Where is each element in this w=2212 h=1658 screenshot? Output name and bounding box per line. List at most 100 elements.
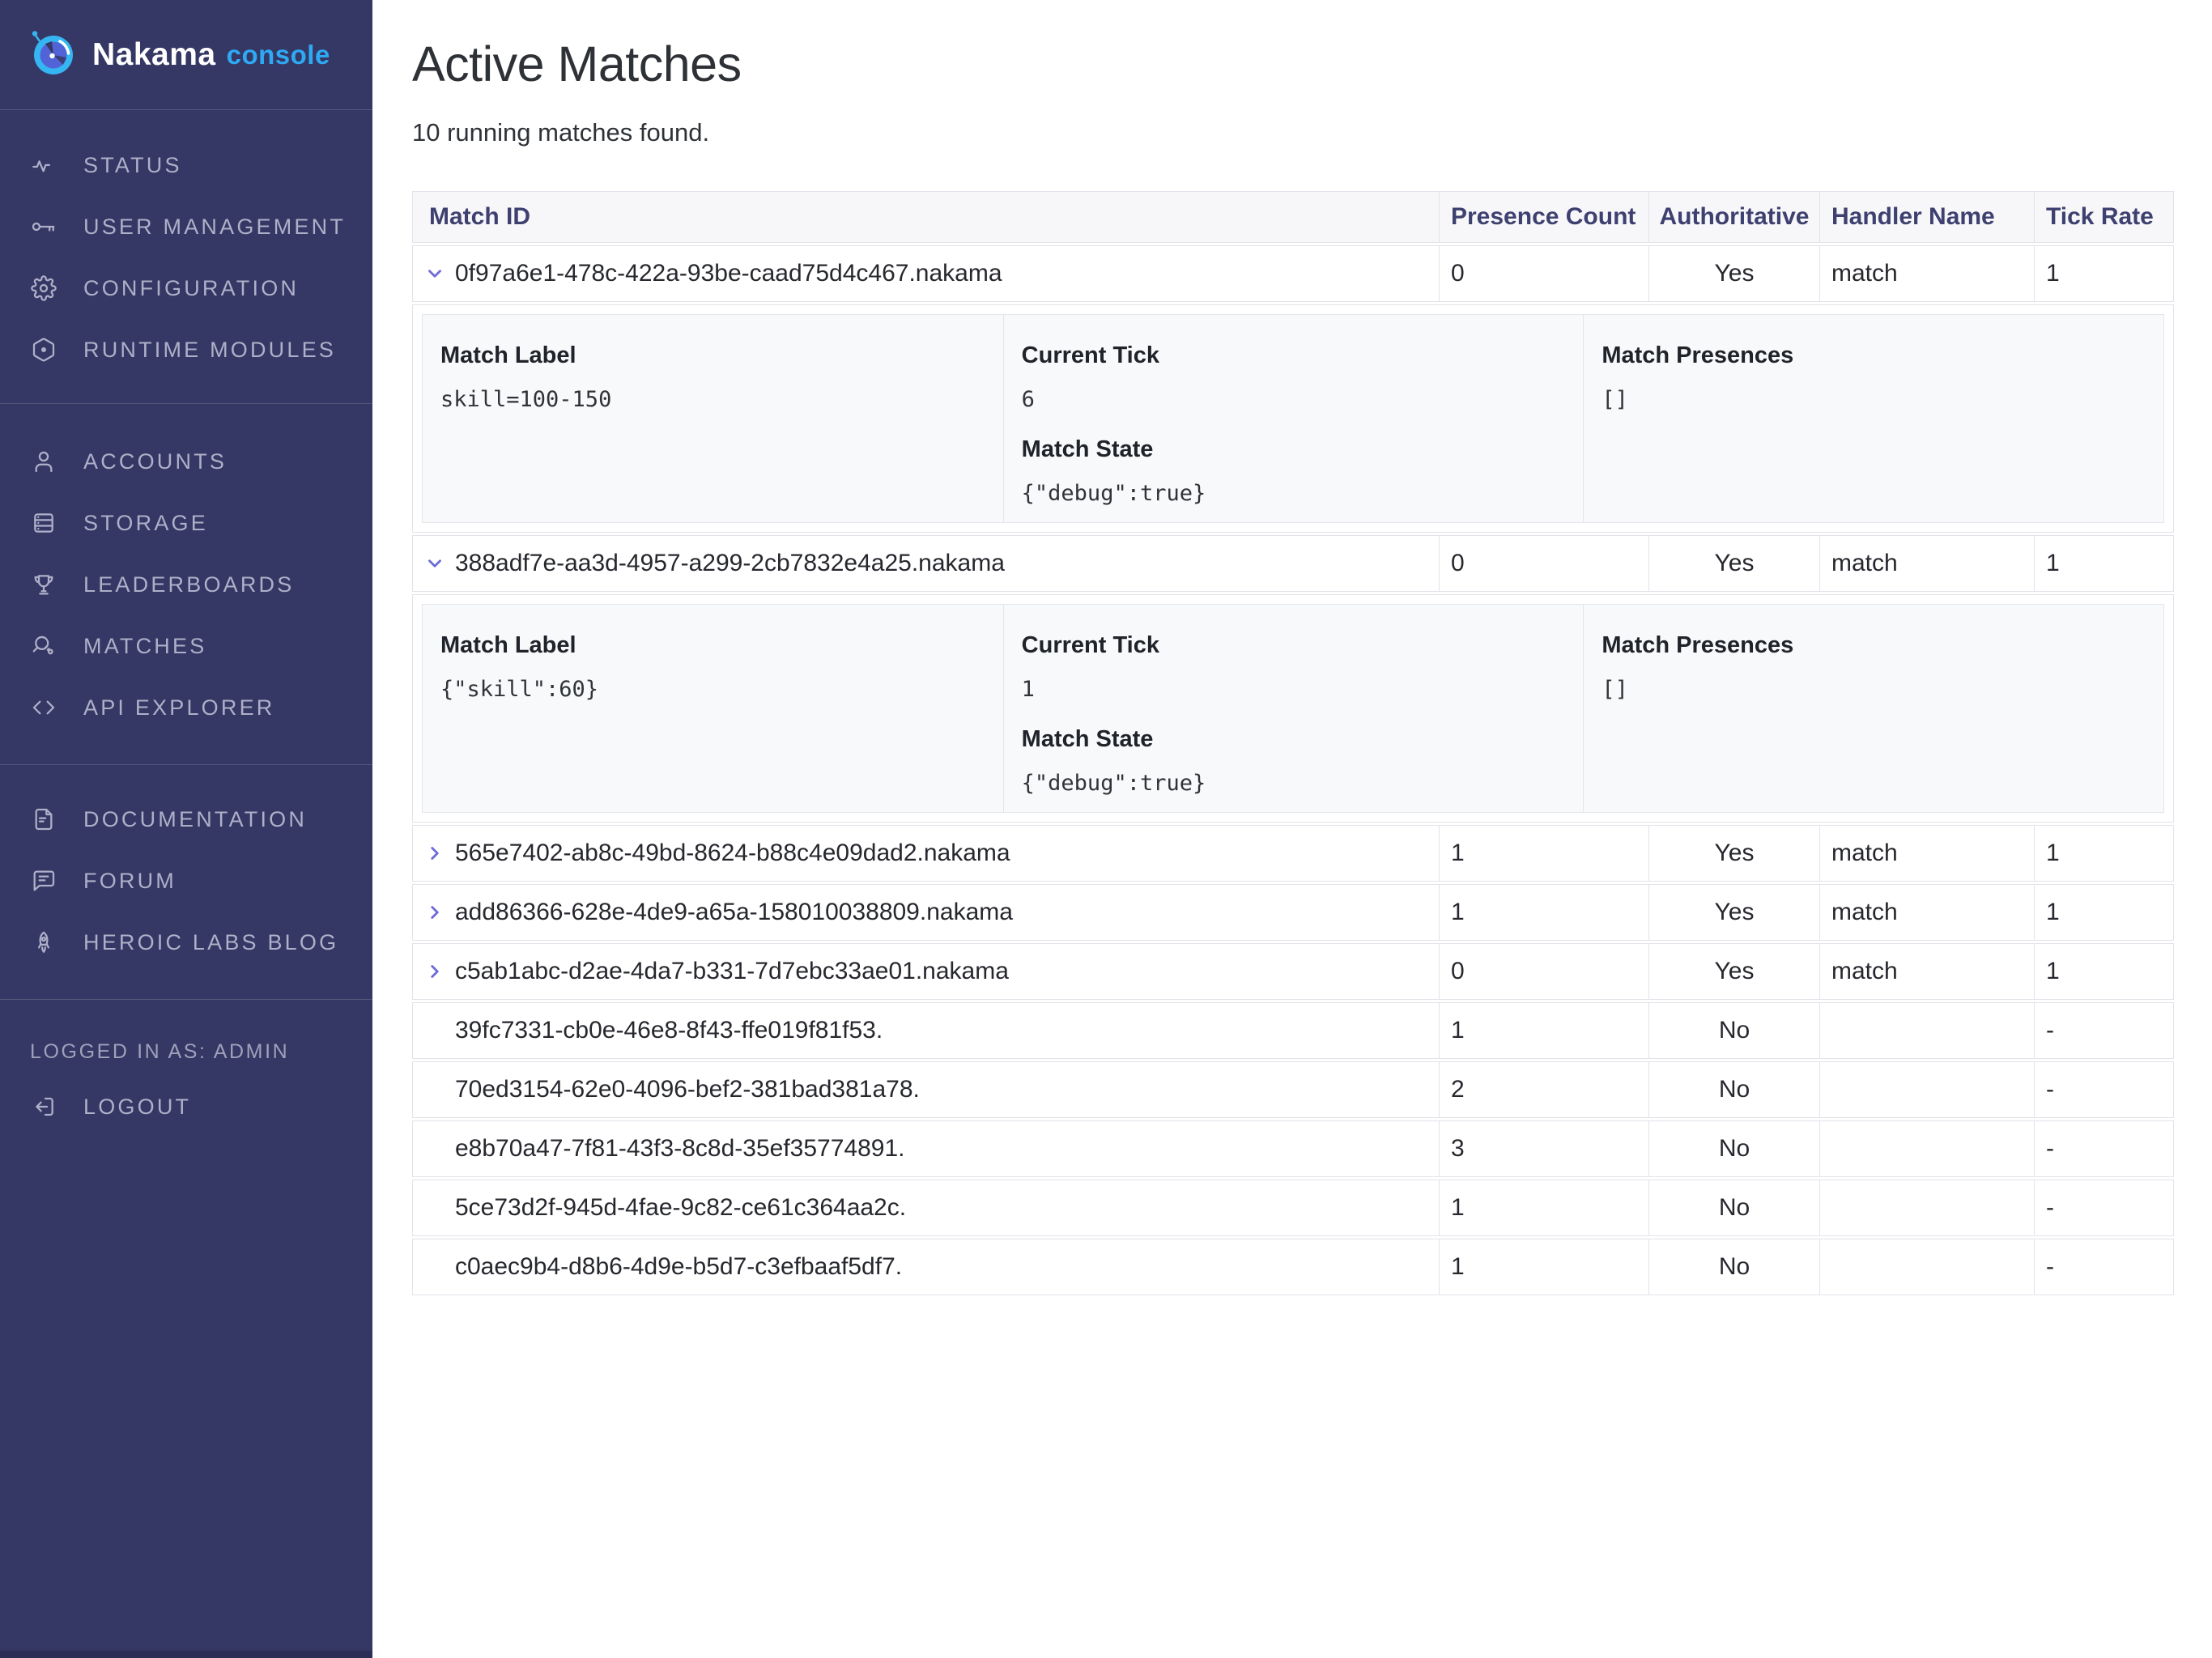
chevron-right-icon[interactable] (424, 843, 455, 864)
page-title: Active Matches (412, 36, 742, 91)
sidebar-item-matches[interactable]: MATCHES (0, 615, 372, 677)
match-label-section: Match Label skill=100-150 (423, 315, 1003, 522)
paddle-icon (31, 633, 57, 659)
table-row: e8b70a47-7f81-43f3-8c8d-35ef35774891. 3 No… (412, 1120, 2174, 1177)
table-row: 70ed3154-62e0-4096-bef2-381bad381a78. 2 No… (412, 1061, 2174, 1118)
sidebar-item-label: LEADERBOARDS (83, 572, 295, 597)
current-tick-value: 1 (1021, 677, 1035, 702)
match-presences-section: Match Presences [] (1583, 605, 2163, 812)
chevron-down-icon[interactable] (424, 263, 455, 284)
match-state-value: {"debug":true} (1021, 481, 1206, 506)
sidebar-item-logout[interactable]: LOGOUT (0, 1076, 372, 1137)
match-id-cell: add86366-628e-4de9-a65a-158010038809.nak… (412, 884, 1440, 941)
table-row[interactable]: 0f97a6e1-478c-422a-93be-caad75d4c467.nak… (412, 245, 2174, 302)
match-label-section: Match Label {"skill":60} (423, 605, 1003, 812)
match-label-value: skill=100-150 (440, 387, 612, 412)
current-tick-value: 6 (1021, 387, 1035, 412)
table-row: 39fc7331-cb0e-46e8-8f43-ffe019f81f53. 1 No… (412, 1002, 2174, 1059)
sidebar-item-configuration[interactable]: CONFIGURATION (0, 257, 372, 319)
authoritative-cell: No (1649, 1239, 1820, 1295)
match-id-cell: 0f97a6e1-478c-422a-93be-caad75d4c467.nak… (412, 245, 1440, 302)
presence-count-cell: 0 (1440, 245, 1649, 302)
match-label-title: Match Label (440, 632, 576, 658)
column-header-handler: Handler Name (1820, 191, 2035, 243)
table-row: c0aec9b4-d8b6-4d9e-b5d7-c3efbaaf5df7. 1 No… (412, 1239, 2174, 1295)
column-header-matchid: Match ID (412, 191, 1440, 243)
sidebar-item-label: FORUM (83, 868, 177, 893)
sidebar-item-user-management[interactable]: USER MANAGEMENT (0, 196, 372, 257)
tick-rate-cell: - (2035, 1180, 2174, 1236)
column-header-presence: Presence Count (1440, 191, 1649, 243)
presence-count-cell: 1 (1440, 884, 1649, 941)
match-id-text: c5ab1abc-d2ae-4da7-b331-7d7ebc33ae01.nak… (455, 958, 1009, 984)
active-matches-table: Match ID Presence Count Authoritative Handl… (412, 191, 2174, 1295)
sidebar-item-leaderboards[interactable]: LEADERBOARDS (0, 554, 372, 615)
sidebar-item-label: API EXPLORER (83, 695, 275, 720)
table-row[interactable]: 388adf7e-aa3d-4957-a299-2cb7832e4a25.nak… (412, 535, 2174, 592)
presence-count-cell: 1 (1440, 1002, 1649, 1059)
authoritative-cell: Yes (1649, 884, 1820, 941)
column-header-tick: Tick Rate (2035, 191, 2174, 243)
sidebar-item-label: HEROIC LABS BLOG (83, 929, 339, 954)
handler-name-cell: match (1820, 535, 2035, 592)
logo-name: Nakama (92, 36, 216, 72)
handler-name-cell (1820, 1002, 2035, 1059)
match-id-text: 5ce73d2f-945d-4fae-9c82-ce61c364aa2c. (455, 1194, 907, 1221)
match-detail-row: Match Label {"skill":60} Current Tick 1 … (412, 594, 2174, 823)
trophy-icon (31, 572, 57, 597)
match-detail-row: Match Label skill=100-150 Current Tick 6… (412, 304, 2174, 533)
tick-rate-cell: 1 (2035, 943, 2174, 1000)
handler-name-cell: match (1820, 943, 2035, 1000)
tick-rate-cell: 1 (2035, 245, 2174, 302)
handler-name-cell: match (1820, 245, 2035, 302)
sidebar-item-storage[interactable]: STORAGE (0, 492, 372, 554)
current-tick-title: Current Tick (1021, 632, 1159, 658)
match-label-value: {"skill":60} (440, 677, 599, 702)
match-detail-panel: Match Label skill=100-150 Current Tick 6… (422, 314, 2164, 523)
handler-name-cell: match (1820, 884, 2035, 941)
authoritative-cell: Yes (1649, 825, 1820, 882)
match-id-text: 70ed3154-62e0-4096-bef2-381bad381a78. (455, 1076, 920, 1103)
table-row[interactable]: 565e7402-ab8c-49bd-8624-b88c4e09dad2.nak… (412, 825, 2174, 882)
current-tick-title: Current Tick (1021, 342, 1159, 368)
chevron-down-icon[interactable] (424, 553, 455, 574)
table-row[interactable]: add86366-628e-4de9-a65a-158010038809.nak… (412, 884, 2174, 941)
chevron-right-icon[interactable] (424, 902, 455, 923)
sidebar-item-status[interactable]: STATUS (0, 134, 372, 196)
sidebar-item-heroic-labs-blog[interactable]: HEROIC LABS BLOG (0, 912, 372, 973)
match-state-title: Match State (1021, 436, 1154, 462)
sidebar-item-accounts[interactable]: ACCOUNTS (0, 431, 372, 492)
chevron-right-icon[interactable] (424, 961, 455, 982)
sidebar-nav: STATUS USER MANAGEMENT CONFIGURATION RUNTIM… (0, 110, 372, 1137)
table-row[interactable]: c5ab1abc-d2ae-4da7-b331-7d7ebc33ae01.nak… (412, 943, 2174, 1000)
match-detail-panel: Match Label {"skill":60} Current Tick 1 … (422, 604, 2164, 813)
match-id-cell: c5ab1abc-d2ae-4da7-b331-7d7ebc33ae01.nak… (412, 943, 1440, 1000)
sidebar-item-runtime-modules[interactable]: RUNTIME MODULES (0, 319, 372, 380)
presence-count-cell: 2 (1440, 1061, 1649, 1118)
activity-icon (31, 152, 57, 178)
key-icon (31, 214, 57, 240)
match-id-cell: 39fc7331-cb0e-46e8-8f43-ffe019f81f53. (412, 1002, 1440, 1059)
match-id-text: add86366-628e-4de9-a65a-158010038809.nak… (455, 899, 1013, 925)
match-state-title: Match State (1021, 726, 1154, 752)
table-row: 5ce73d2f-945d-4fae-9c82-ce61c364aa2c. 1 No… (412, 1180, 2174, 1236)
tick-state-section: Current Tick 6 Match State {"debug":true… (1002, 315, 1584, 522)
sidebar-item-label: LOGOUT (83, 1094, 192, 1119)
sidebar-item-label: CONFIGURATION (83, 275, 300, 300)
sidebar-section-2: ACCOUNTS STORAGE LEADERBOARDS MATCHES API EX… (0, 404, 372, 765)
sidebar-item-documentation[interactable]: DOCUMENTATION (0, 789, 372, 850)
match-presences-title: Match Presences (1602, 632, 1794, 658)
nakama-logo-icon (29, 28, 76, 81)
page-subtitle: 10 running matches found. (412, 118, 710, 147)
match-id-text: c0aec9b4-d8b6-4d9e-b5d7-c3efbaaf5df7. (455, 1253, 903, 1280)
nakama-logo[interactable]: Nakama console (0, 0, 372, 110)
sidebar-item-label: RUNTIME MODULES (83, 337, 337, 362)
sidebar-section-3: DOCUMENTATION FORUM HEROIC LABS BLOG (0, 765, 372, 1000)
match-id-text: 39fc7331-cb0e-46e8-8f43-ffe019f81f53. (455, 1017, 883, 1044)
presence-count-cell: 1 (1440, 1180, 1649, 1236)
tick-rate-cell: - (2035, 1002, 2174, 1059)
sidebar-item-api-explorer[interactable]: API EXPLORER (0, 677, 372, 738)
match-label-title: Match Label (440, 342, 576, 368)
sidebar-item-forum[interactable]: FORUM (0, 850, 372, 912)
sidebar-item-label: USER MANAGEMENT (83, 214, 347, 239)
